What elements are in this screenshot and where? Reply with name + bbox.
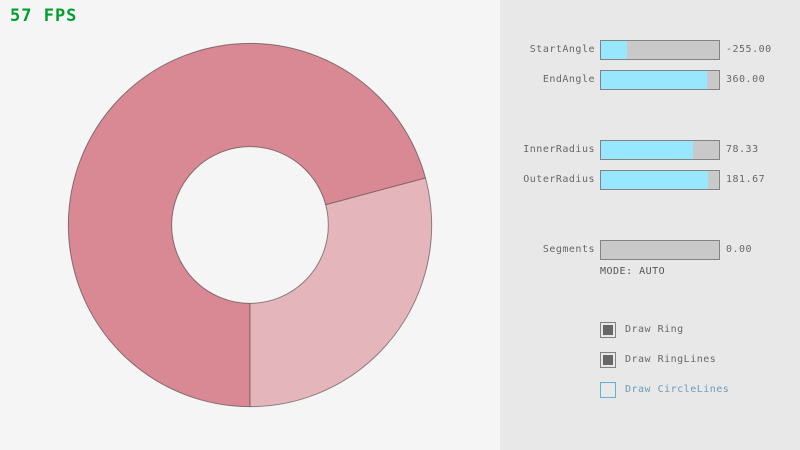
slider-label-segments: Segments (542, 244, 595, 255)
slider-value-segments: 0.00 (726, 244, 753, 255)
checkbox-row-draw-ringlines: Draw RingLines (600, 352, 800, 368)
ring-sector-overlap (68, 43, 426, 407)
slider-label-inner-radius: InnerRadius (523, 144, 595, 155)
slider-value-end-angle: 360.00 (726, 74, 766, 85)
check-mark (603, 355, 613, 365)
ring-sector-single (250, 177, 432, 407)
slider-row-outer-radius: OuterRadius 181.67 (500, 170, 800, 190)
outer-radius-slider-fill (601, 171, 709, 189)
checkbox-row-draw-ring: Draw Ring (600, 322, 800, 338)
outer-radius-slider[interactable] (600, 170, 720, 190)
draw-circlelines-checkbox[interactable] (600, 382, 616, 398)
ring-cap-lines (249, 177, 426, 407)
slider-row-end-angle: EndAngle 360.00 (500, 70, 800, 90)
checkbox-row-draw-circlelines: Draw CircleLines (600, 382, 800, 398)
start-angle-slider[interactable] (600, 40, 720, 60)
draw-ringlines-checkbox[interactable] (600, 352, 616, 368)
draw-ringlines-checkbox-label: Draw RingLines (625, 354, 717, 365)
start-angle-slider-fill (601, 41, 627, 59)
ring-outer-line (67, 42, 433, 408)
inner-radius-slider[interactable] (600, 140, 720, 160)
slider-value-start-angle: -255.00 (726, 44, 772, 55)
segments-slider[interactable] (600, 240, 720, 260)
slider-label-outer-radius: OuterRadius (523, 174, 595, 185)
draw-ring-checkbox-label: Draw Ring (625, 324, 684, 335)
ring-inner-line (171, 146, 329, 304)
draw-circlelines-checkbox-label: Draw CircleLines (625, 384, 730, 395)
fps-counter: 57 FPS (10, 6, 78, 26)
slider-row-inner-radius: InnerRadius 78.33 (500, 140, 800, 160)
draw-ring-checkbox[interactable] (600, 322, 616, 338)
ring-canvas (67, 42, 433, 408)
slider-label-start-angle: StartAngle (529, 44, 595, 55)
mode-label: MODE: AUTO (600, 266, 666, 277)
controls-panel: StartAngle -255.00 EndAngle 360.00 Inner… (500, 0, 800, 450)
slider-value-inner-radius: 78.33 (726, 144, 759, 155)
check-mark (603, 325, 613, 335)
end-angle-slider-fill (601, 71, 708, 89)
slider-row-segments: Segments 0.00 (500, 240, 800, 260)
slider-value-outer-radius: 181.67 (726, 174, 766, 185)
slider-label-end-angle: EndAngle (542, 74, 595, 85)
slider-row-start-angle: StartAngle -255.00 (500, 40, 800, 60)
inner-radius-slider-fill (601, 141, 694, 159)
end-angle-slider[interactable] (600, 70, 720, 90)
